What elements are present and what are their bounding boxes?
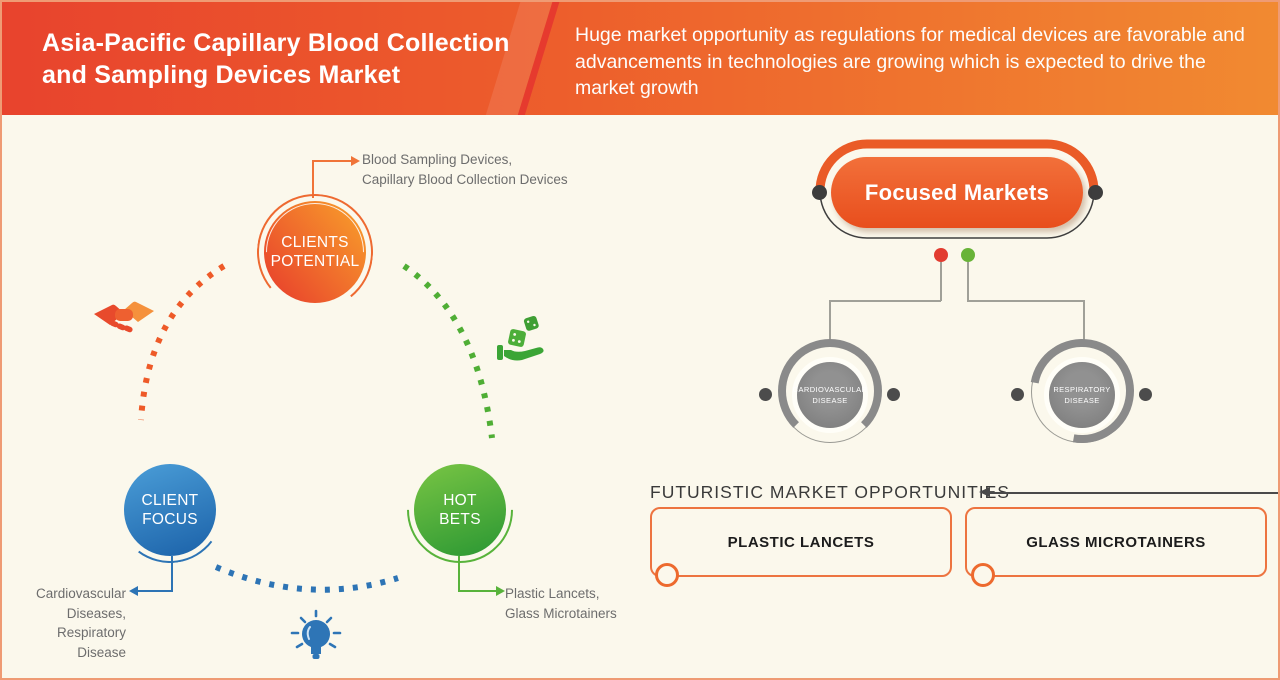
hot-bets-callout-arrow [496,586,505,596]
opportunity-ring-1 [655,563,679,587]
focused-markets-right-dot [1088,185,1103,200]
hot-bets-callout-line-v [458,556,460,592]
futuristic-arrow-line [990,492,1280,494]
focused-markets-pill: Focused Markets [831,157,1083,228]
clients-potential-callout-line-v [312,160,314,198]
connector-red-h [829,300,941,302]
futuristic-heading: FUTURISTIC MARKET OPPORTUNITIES [650,482,1010,502]
header-banner: Asia-Pacific Capillary Blood Collection … [0,0,1280,115]
respiratory-circle: RESPIRATORY DISEASE [1044,357,1120,433]
client-focus-callout-line-h [138,590,173,592]
clients-potential-callout-text: Blood Sampling Devices, Capillary Blood … [362,152,568,187]
hot-bets-node: HOT BETS [414,464,506,556]
market-node-cardiovascular: CARDIOVASCULAR DISEASE [759,331,900,461]
connector-green-h [967,300,1084,302]
clients-potential-highlight-arc [245,182,385,322]
respiratory-right-dot [1139,388,1152,401]
page-title: Asia-Pacific Capillary Blood Collection … [42,29,510,89]
hot-bets-label: HOT BETS [439,491,481,528]
dice-in-hand-icon [497,315,544,361]
focused-markets-ornament [815,139,1099,239]
clients-potential-node: CLIENTS POTENTIAL [245,182,385,322]
connector-green-v1 [967,262,969,301]
respiratory-thin-arc [1031,341,1133,443]
respiratory-label: RESPIRATORY DISEASE [1053,384,1111,405]
hot-bets-callout-line-h [458,590,497,592]
focused-markets-title: Focused Markets [864,179,1050,205]
opportunity-box-plastic-lancets: PLASTIC LANCETS [650,507,952,577]
client-focus-label: CLIENT FOCUS [141,491,199,528]
cardiovascular-right-dot [887,388,900,401]
page-subtitle: Huge market opportunity as regulations f… [575,24,1245,100]
connector-red-v2 [829,300,831,347]
client-focus-node: CLIENT FOCUS [124,464,216,556]
focused-markets-left-dot [812,185,827,200]
opportunity-box-glass-microtainers: GLASS MICROTAINERS [965,507,1267,577]
handshake-icon [94,301,154,333]
market-node-respiratory: RESPIRATORY DISEASE [1009,318,1155,464]
lightbulb-icon [290,609,342,659]
connector-red-v1 [940,262,942,301]
cardiovascular-label: CARDIOVASCULAR DISEASE [792,384,868,405]
plastic-lancets-label: PLASTIC LANCETS [727,533,875,551]
client-focus-callout-text: Cardiovascular Diseases, Respiratory Dis… [35,586,126,660]
respiratory-left-dot [1011,388,1024,401]
clients-potential-callout-line-h [312,160,352,162]
green-dotted-arc [402,263,495,439]
clients-potential-label: CLIENTS POTENTIAL [270,233,360,270]
client-focus-callout-line-v [171,556,173,592]
opportunity-ring-2 [971,563,995,587]
futuristic-arrow-head [979,487,990,497]
client-focus-callout-arrow [129,586,138,596]
cardiovascular-circle: CARDIOVASCULAR DISEASE [792,357,868,433]
clients-potential-callout-arrow [351,156,360,166]
branch-dot-green [961,248,975,262]
cardiovascular-thick-arc [778,339,882,443]
hot-bets-callout-text: Plastic Lancets, Glass Microtainers [505,586,617,621]
blue-dotted-arc [214,564,399,593]
cardiovascular-left-dot [759,388,772,401]
branch-dot-red [934,248,948,262]
glass-microtainers-label: GLASS MICROTAINERS [1026,533,1206,551]
connector-green-v2 [1083,300,1085,347]
